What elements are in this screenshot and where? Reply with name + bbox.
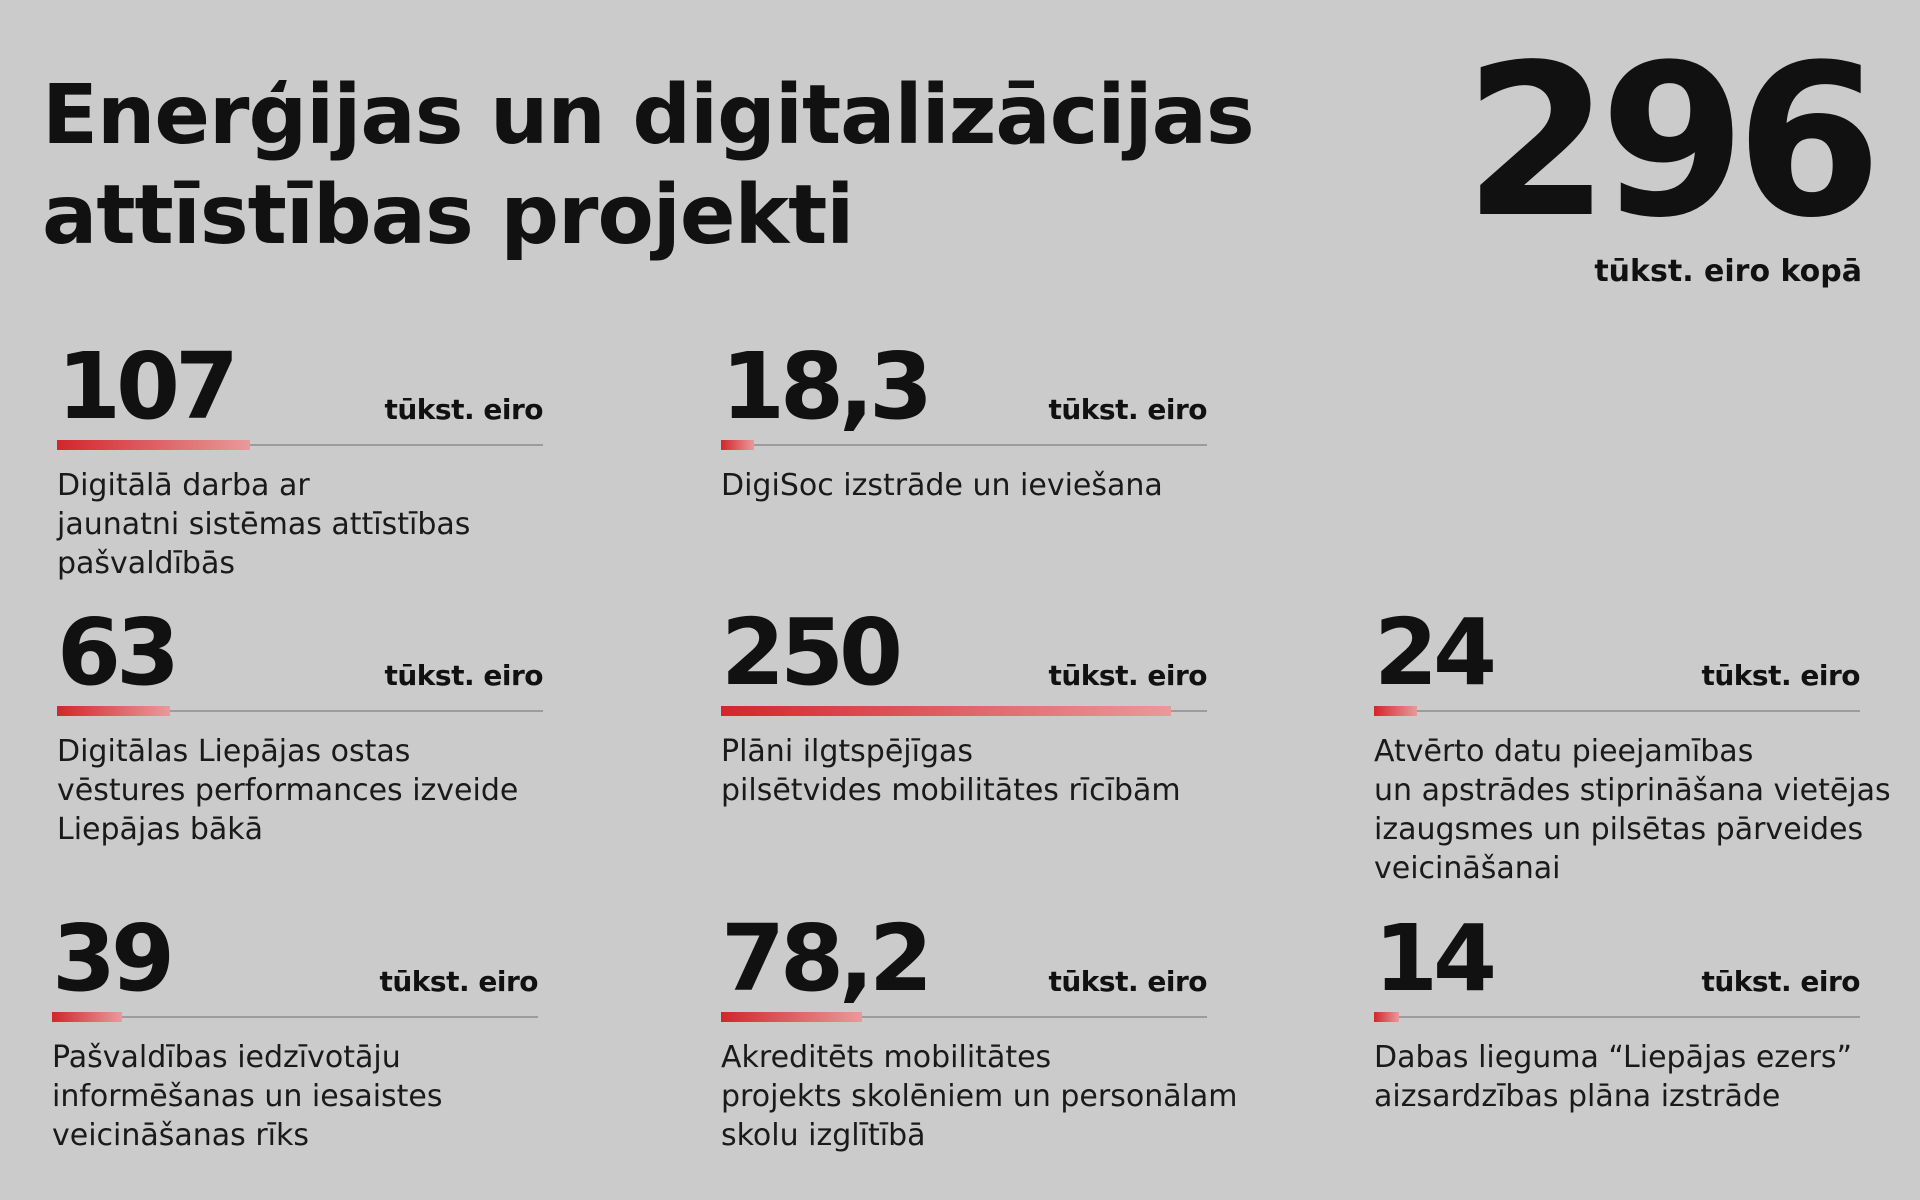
project-item: 63 tūkst. eiro Digitālas Liepājas ostas vē… [57, 600, 543, 849]
bar-fill [721, 440, 754, 450]
project-label: DigiSoc izstrāde un ieviešana [721, 468, 1163, 503]
total-value: 296 [1463, 19, 1882, 264]
project-value: 24 [1374, 599, 1497, 706]
project-item: 24 tūkst. eiro Atvērto datu pieejamības un… [1374, 599, 1891, 888]
bar-track [1374, 706, 1860, 716]
project-item: 107 tūkst. eiro Digitālā darba ar jaunatni… [57, 334, 543, 583]
project-unit: tūkst. eiro [1048, 965, 1207, 998]
project-label: Digitālas Liepājas ostas vēstures perfor… [57, 734, 519, 847]
project-label: Akreditēts mobilitātes projekts skolēnie… [721, 1040, 1238, 1153]
project-value: 39 [52, 905, 175, 1012]
project-unit: tūkst. eiro [1048, 659, 1207, 692]
page-title: Enerģijas un digitalizācijas attīstības … [42, 68, 1255, 263]
project-value: 250 [721, 599, 903, 706]
bar-track [57, 706, 543, 716]
project-item: 18,3 tūkst. eiro DigiSoc izstrāde un ievie… [721, 334, 1207, 505]
project-item: 250 tūkst. eiro Plāni ilgtspējīgas pilsētv… [721, 600, 1207, 810]
total-block: 296 tūkst. eiro kopā [1463, 19, 1882, 290]
project-unit: tūkst. eiro [1701, 659, 1860, 692]
project-label: Pašvaldības iedzīvotāju informēšanas un … [52, 1040, 443, 1153]
project-label: Digitālā darba ar jaunatni sistēmas attī… [57, 468, 471, 581]
project-unit: tūkst. eiro [1701, 965, 1860, 998]
project-label: Dabas lieguma “Liepājas ezers” aizsardzī… [1374, 1040, 1853, 1114]
bar-fill [721, 1012, 862, 1022]
project-value: 14 [1374, 905, 1497, 1012]
project-unit: tūkst. eiro [384, 393, 543, 426]
bar-fill [721, 706, 1171, 716]
bar-track [57, 440, 543, 450]
project-unit: tūkst. eiro [1048, 393, 1207, 426]
project-item: 39 tūkst. eiro Pašvaldības iedzīvotāju inf… [52, 906, 538, 1155]
project-value: 63 [57, 599, 180, 706]
project-unit: tūkst. eiro [379, 965, 538, 998]
total-unit: tūkst. eiro kopā [1594, 254, 1862, 289]
project-item: 78,2 tūkst. eiro Akreditēts mobilitātes pr… [721, 905, 1238, 1155]
bar-fill [57, 706, 171, 716]
bar-fill [1374, 706, 1418, 716]
bar-track [52, 1012, 538, 1022]
bar-track [1374, 1012, 1860, 1022]
project-value: 18,3 [721, 333, 933, 440]
project-unit: tūkst. eiro [384, 659, 543, 692]
project-item: 14 tūkst. eiro Dabas lieguma “Liepājas eze… [1374, 906, 1860, 1116]
project-label: Plāni ilgtspējīgas pilsētvides mobilitāt… [721, 734, 1181, 808]
bar-fill [57, 440, 250, 450]
bar-track [721, 440, 1207, 450]
project-value: 78,2 [721, 905, 933, 1012]
project-label: Atvērto datu pieejamības un apstrādes st… [1374, 734, 1891, 886]
bar-fill [52, 1012, 123, 1022]
bar-track [721, 1012, 1207, 1022]
bar-track [721, 706, 1207, 716]
project-value: 107 [57, 333, 239, 440]
bar-fill [1374, 1012, 1400, 1022]
